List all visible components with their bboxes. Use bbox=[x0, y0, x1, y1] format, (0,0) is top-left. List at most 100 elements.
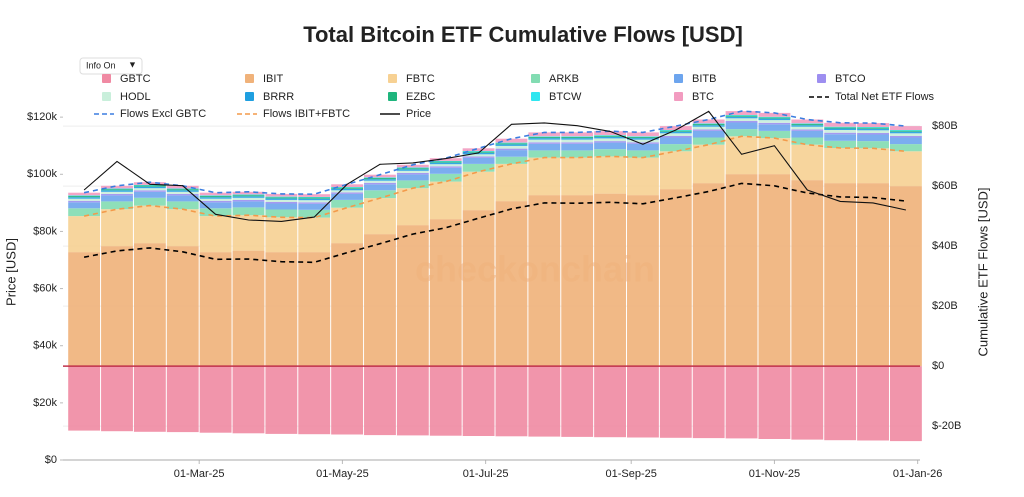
bar-segment bbox=[791, 180, 824, 367]
bar-segment bbox=[396, 188, 429, 226]
bar-segment bbox=[429, 164, 462, 167]
bar-segment bbox=[133, 243, 166, 367]
y-tick-label: $80k bbox=[33, 225, 57, 237]
bar-segment bbox=[791, 125, 824, 127]
bar-segment bbox=[364, 182, 396, 185]
bar-segment bbox=[429, 160, 462, 162]
bar-segment bbox=[627, 366, 659, 438]
bar-segment bbox=[429, 162, 462, 165]
bar-segment bbox=[265, 193, 298, 197]
bar-segment bbox=[101, 246, 133, 367]
bar-segment bbox=[133, 190, 166, 192]
bar-segment bbox=[758, 120, 791, 123]
bar-segment bbox=[857, 183, 889, 367]
bar-segment bbox=[824, 140, 857, 148]
bar-segment bbox=[791, 144, 824, 181]
bar-segment bbox=[364, 178, 396, 180]
bar-segment bbox=[725, 136, 758, 175]
bar-segment bbox=[429, 166, 462, 168]
bar-segment bbox=[758, 138, 791, 175]
bar-segment bbox=[199, 208, 232, 217]
bar-segment bbox=[166, 246, 199, 367]
bar-segment bbox=[331, 366, 364, 435]
bar-segment bbox=[462, 154, 495, 157]
bar-segment bbox=[857, 130, 889, 133]
bar-segment bbox=[824, 366, 857, 441]
y2-tick-label: $20B bbox=[932, 300, 958, 312]
bar-segment bbox=[166, 188, 199, 190]
bar-segment bbox=[889, 186, 922, 367]
bar-segment bbox=[889, 151, 922, 187]
bar-segment bbox=[692, 123, 725, 124]
bar-segment bbox=[232, 207, 265, 216]
bar-segment bbox=[528, 132, 561, 137]
bar-segment bbox=[857, 127, 889, 128]
bar-segment bbox=[528, 143, 561, 151]
bar-segment bbox=[528, 136, 561, 139]
bar-segment bbox=[692, 129, 725, 131]
bar-segment bbox=[232, 215, 265, 251]
bar-segment bbox=[725, 118, 758, 121]
legend-swatch bbox=[388, 92, 397, 101]
legend-swatch bbox=[388, 74, 397, 83]
bar-segment bbox=[725, 121, 758, 123]
bar-segment bbox=[824, 127, 857, 129]
bar-segment bbox=[429, 161, 462, 163]
bar-segment bbox=[824, 122, 857, 127]
bar-segment bbox=[594, 156, 627, 194]
bar-segment bbox=[627, 136, 659, 137]
y-tick-label: $60k bbox=[33, 282, 57, 294]
bar-segment bbox=[627, 142, 659, 144]
x-tick-label: 01-May-25 bbox=[316, 468, 369, 480]
bar-segment bbox=[659, 137, 692, 145]
bar-segment bbox=[232, 250, 265, 367]
dropdown-icon[interactable]: ▼ bbox=[128, 59, 137, 69]
legend-swatch bbox=[531, 92, 540, 101]
bar-segment bbox=[364, 174, 396, 178]
legend-label: BTCO bbox=[835, 73, 866, 85]
info-button-label[interactable]: Info On bbox=[86, 60, 116, 70]
bar-segment bbox=[429, 366, 462, 436]
bar-segment bbox=[101, 191, 133, 194]
bar-segment bbox=[889, 130, 922, 131]
bar-segment bbox=[429, 173, 462, 182]
bar-segment bbox=[68, 192, 101, 196]
bar-segment bbox=[528, 150, 561, 158]
legend-label: IBIT bbox=[263, 73, 283, 85]
bar-segment bbox=[857, 123, 889, 127]
bar-segment bbox=[166, 195, 199, 202]
bar-segment bbox=[199, 197, 232, 199]
bar-segment bbox=[889, 136, 922, 138]
bar-segment bbox=[298, 366, 331, 435]
bar-segment bbox=[462, 152, 495, 155]
bar-segment bbox=[166, 185, 199, 189]
bar-segment bbox=[659, 151, 692, 190]
bar-segment bbox=[495, 143, 528, 145]
x-tick-label: 01-Mar-25 bbox=[174, 468, 225, 480]
bar-segment bbox=[528, 136, 561, 137]
bar-segment bbox=[199, 202, 232, 209]
line bbox=[83, 110, 906, 196]
bar-segment bbox=[889, 130, 922, 132]
bar-segment bbox=[824, 148, 857, 184]
bar-segment bbox=[396, 170, 429, 173]
legend-label: BTC bbox=[692, 91, 714, 103]
legend-swatch bbox=[817, 74, 826, 83]
bar-segment bbox=[429, 167, 462, 174]
line bbox=[83, 110, 907, 222]
bar-segment bbox=[331, 184, 364, 187]
bar-segment bbox=[396, 172, 429, 175]
bar-segment bbox=[692, 366, 725, 439]
bar-segment bbox=[725, 174, 758, 367]
bar-segment bbox=[265, 209, 298, 218]
bar-segment bbox=[725, 366, 758, 439]
bar-segment bbox=[101, 209, 133, 247]
y-axis-title: Price [USD] bbox=[3, 238, 18, 306]
bar-segment bbox=[791, 119, 824, 124]
info-button[interactable] bbox=[79, 57, 143, 75]
bar-segment bbox=[133, 188, 166, 191]
bar-segment bbox=[462, 210, 495, 367]
legend-label: Flows IBIT+FBTC bbox=[263, 108, 350, 120]
bar-segment bbox=[265, 199, 298, 202]
bar-segment bbox=[561, 136, 594, 137]
